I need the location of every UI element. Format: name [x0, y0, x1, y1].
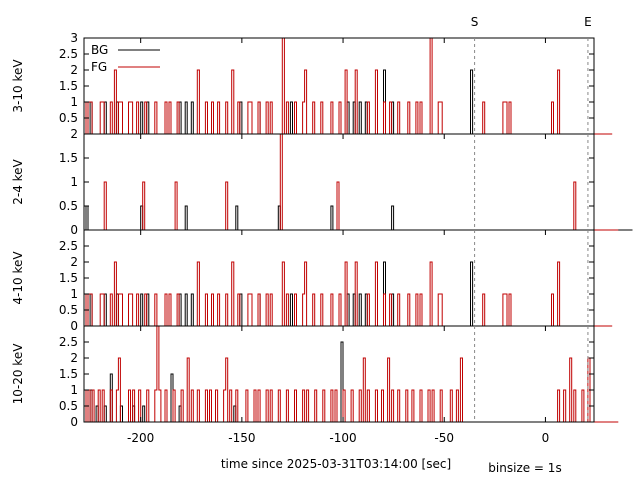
panels-group: 0.5 1 1.5 2 2.5 3 3-10 keV 0 0.5 1 1.5 2 2-4 keV 0 0.5… — [11, 31, 633, 429]
x-axis: -200 -150 -100 -50 0 — [127, 38, 549, 445]
legend-label-bg: BG — [91, 43, 108, 57]
y-tick-label: 1 — [70, 95, 78, 109]
y-tick-label: 0 — [70, 415, 78, 429]
marker-label-s: S — [471, 15, 479, 29]
y-tick-label: 2.5 — [59, 335, 78, 349]
y-tick-label: 1.5 — [59, 367, 78, 381]
panel-3: 0 0.5 1 1.5 2 2.5 4-10 keV — [11, 229, 613, 333]
series-bg-line — [84, 261, 592, 327]
x-tick-label: -200 — [127, 431, 154, 445]
panel-4: 0 0.5 1 1.5 2 2.5 10-20 keV — [11, 325, 619, 429]
y-tick-label: 1 — [70, 287, 78, 301]
y-tick-label: 2 — [70, 255, 78, 269]
y-tick-label: 1 — [70, 383, 78, 397]
y-tick-label: 0.5 — [59, 303, 78, 317]
y-tick-label: 2.5 — [59, 47, 78, 61]
y-axis-label: 2-4 keV — [11, 158, 25, 204]
y-axis-label: 4-10 keV — [11, 251, 25, 305]
panel-2: 0 0.5 1 1.5 2 2-4 keV — [11, 127, 633, 237]
y-tick-label: 1.5 — [59, 79, 78, 93]
y-tick-label: 0.5 — [59, 111, 78, 125]
x-tick-label: -150 — [228, 431, 255, 445]
y-tick-label: 0.5 — [59, 399, 78, 413]
x-tick-label: 0 — [542, 431, 550, 445]
y-tick-label: 0 — [70, 223, 78, 237]
y-tick-label: 2.5 — [59, 239, 78, 253]
binsize-note: binsize = 1s — [488, 461, 561, 475]
y-axis-label: 3-10 keV — [11, 59, 25, 113]
legend: BG FG — [91, 43, 160, 74]
legend-label-fg: FG — [91, 60, 107, 74]
x-tick-label: -50 — [434, 431, 454, 445]
x-axis-label: time since 2025-03-31T03:14:00 [sec] — [221, 457, 451, 471]
y-tick-label: 2 — [70, 127, 78, 141]
y-tick-label: 1 — [70, 175, 78, 189]
y-tick-label: 2 — [70, 63, 78, 77]
y-axis-label: 10-20 keV — [11, 343, 25, 405]
y-tick-label: 1.5 — [59, 271, 78, 285]
marker-label-e: E — [584, 15, 592, 29]
y-tick-label: 0.5 — [59, 199, 78, 213]
y-tick-label: 1.5 — [59, 151, 78, 165]
series-fg-line — [84, 37, 613, 135]
series-fg-line — [84, 133, 619, 231]
y-tick-label: 2 — [70, 351, 78, 365]
series-bg-line — [84, 205, 633, 231]
series-bg-line — [84, 69, 592, 135]
series-bg-line — [84, 341, 617, 423]
y-tick-label: 0 — [70, 319, 78, 333]
panel-1: 0.5 1 1.5 2 2.5 3 3-10 keV — [11, 31, 613, 135]
x-tick-label: -100 — [329, 431, 356, 445]
series-fg-line — [84, 325, 619, 423]
y-tick-label: 3 — [70, 31, 78, 45]
